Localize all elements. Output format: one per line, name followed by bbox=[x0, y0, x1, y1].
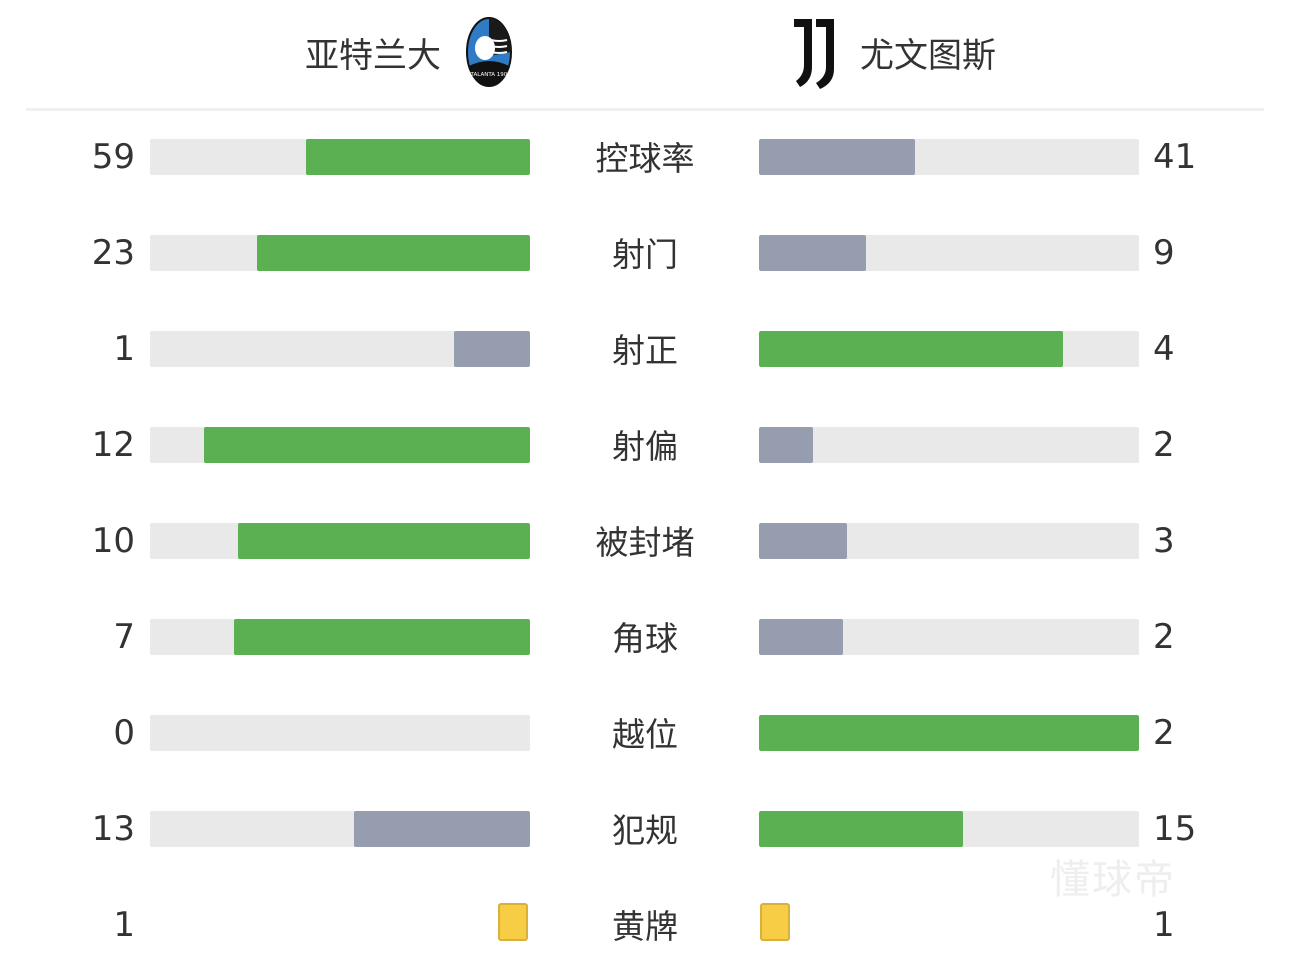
away-value: 2 bbox=[1153, 713, 1175, 753]
home-value: 0 bbox=[113, 713, 135, 753]
home-bar-track bbox=[150, 619, 530, 655]
home-bar-fill bbox=[237, 523, 530, 559]
home-team-header: 亚特兰大 ATALANTA 1907 bbox=[305, 17, 513, 87]
stat-label: 控球率 bbox=[595, 139, 695, 178]
stat-label: 射正 bbox=[612, 331, 678, 370]
stat-label: 射偏 bbox=[612, 427, 678, 466]
atalanta-logo-text: ATALANTA 1907 bbox=[467, 72, 511, 78]
stat-label: 角球 bbox=[612, 619, 678, 658]
stat-row: 13 犯规 15 bbox=[0, 809, 1290, 850]
stat-row: 10 被封堵 3 bbox=[0, 521, 1290, 562]
home-bar-track bbox=[150, 523, 530, 559]
home-bar-track bbox=[150, 811, 530, 847]
home-value: 1 bbox=[113, 329, 135, 369]
home-bar-track bbox=[150, 235, 530, 271]
away-bar-track bbox=[759, 427, 1139, 463]
away-bar-track bbox=[759, 619, 1139, 655]
away-value: 4 bbox=[1153, 329, 1175, 369]
stat-row: 59 控球率 41 bbox=[0, 137, 1290, 178]
stat-row: 0 越位 2 bbox=[0, 713, 1290, 754]
away-bar-track bbox=[759, 139, 1139, 175]
home-bar-fill bbox=[305, 139, 530, 175]
home-value: 10 bbox=[91, 521, 135, 561]
away-bar-track bbox=[759, 715, 1139, 751]
away-value: 2 bbox=[1153, 617, 1175, 657]
away-bar-fill bbox=[759, 331, 1063, 367]
home-bar-fill bbox=[234, 619, 530, 655]
stat-label: 越位 bbox=[612, 715, 678, 754]
away-value: 41 bbox=[1153, 137, 1197, 177]
away-team-name: 尤文图斯 bbox=[860, 35, 996, 76]
stat-label: 黄牌 bbox=[612, 907, 678, 946]
away-team-header: 尤文图斯 bbox=[790, 19, 996, 89]
away-bar-fill bbox=[759, 235, 866, 271]
stat-row-yellow-cards: 1 黄牌 1 bbox=[0, 903, 1290, 946]
stat-row: 7 角球 2 bbox=[0, 617, 1290, 658]
home-value: 23 bbox=[91, 233, 135, 273]
home-value: 59 bbox=[91, 137, 135, 177]
home-bar-track bbox=[150, 331, 530, 367]
away-value: 1 bbox=[1153, 905, 1175, 945]
juventus-logo-icon bbox=[794, 19, 834, 89]
home-bar-track bbox=[150, 139, 530, 175]
home-bar-fill bbox=[256, 235, 530, 271]
away-value: 9 bbox=[1153, 233, 1175, 273]
away-bar-fill bbox=[759, 523, 847, 559]
home-team-name: 亚特兰大 bbox=[305, 35, 441, 76]
watermark: 懂球帝 bbox=[1050, 857, 1176, 903]
home-value: 1 bbox=[113, 905, 135, 945]
away-value: 2 bbox=[1153, 425, 1175, 465]
stat-row: 23 射门 9 bbox=[0, 233, 1290, 274]
yellow-card-icon bbox=[498, 903, 528, 941]
home-bar-track bbox=[150, 715, 530, 751]
stat-label: 射门 bbox=[612, 235, 678, 274]
home-value: 13 bbox=[91, 809, 135, 849]
home-bar-fill bbox=[204, 427, 530, 463]
header-divider bbox=[26, 108, 1264, 111]
away-bar-fill bbox=[759, 619, 844, 655]
away-bar-track bbox=[759, 811, 1139, 847]
stat-label: 被封堵 bbox=[595, 523, 695, 562]
home-bar-track bbox=[150, 427, 530, 463]
home-value: 12 bbox=[91, 425, 135, 465]
home-value: 7 bbox=[113, 617, 135, 657]
away-bar-fill bbox=[759, 139, 915, 175]
stat-label: 犯规 bbox=[612, 811, 678, 850]
yellow-card-icon bbox=[760, 903, 790, 941]
away-bar-fill bbox=[759, 427, 814, 463]
away-value: 3 bbox=[1153, 521, 1175, 561]
away-value: 15 bbox=[1153, 809, 1197, 849]
away-bar-track bbox=[759, 235, 1139, 271]
stat-row: 12 射偏 2 bbox=[0, 425, 1290, 466]
home-bar-fill bbox=[454, 331, 530, 367]
away-bar-track bbox=[759, 523, 1139, 559]
atalanta-logo-icon: ATALANTA 1907 bbox=[466, 17, 512, 87]
away-bar-fill bbox=[759, 811, 963, 847]
away-bar-track bbox=[759, 331, 1139, 367]
home-bar-fill bbox=[353, 811, 530, 847]
away-bar-fill bbox=[759, 715, 1139, 751]
stat-row: 1 射正 4 bbox=[0, 329, 1290, 370]
